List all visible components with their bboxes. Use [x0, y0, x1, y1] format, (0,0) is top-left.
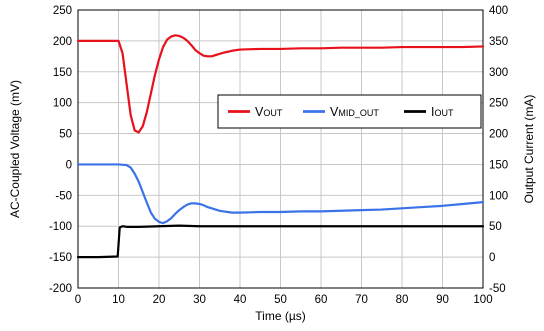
legend-label-vout: VOUT	[255, 105, 283, 119]
y-left-tick-label: -200	[49, 283, 72, 295]
y-left-tick-label: -50	[55, 190, 72, 202]
y-left-tick-label: 50	[59, 129, 72, 141]
legend: VOUT VMID_OUT IOUT	[217, 94, 482, 129]
x-tick-label: 20	[153, 294, 166, 306]
legend-box	[217, 94, 482, 129]
x-tick-label: 60	[315, 294, 328, 306]
y-left-tick-label: -100	[49, 221, 72, 233]
x-tick-label: 70	[355, 294, 368, 306]
x-tick-label: 90	[436, 294, 449, 306]
y-right-tick-label: 200	[489, 129, 508, 141]
y-right-tick-label: 350	[489, 36, 508, 48]
y-left-tick-label: -150	[49, 252, 72, 264]
y-right-tick-label: 250	[489, 98, 508, 110]
x-tick-label: 0	[75, 294, 81, 306]
y-left-tick-label: 0	[66, 159, 72, 171]
legend-label-iout: IOUT	[431, 105, 454, 119]
x-tick-label: 30	[193, 294, 206, 306]
x-tick-label: 100	[473, 294, 492, 306]
x-axis-label: Time (µs)	[255, 309, 305, 323]
y-right-tick-label: 0	[489, 252, 495, 264]
y-left-tick-label: 100	[53, 98, 72, 110]
y-right-tick-label: 300	[489, 67, 508, 79]
y-left-tick-label: 200	[53, 36, 72, 48]
series-line-vmid_out	[76, 163, 485, 225]
y-right-tick-label: 150	[489, 159, 508, 171]
x-tick-label: 10	[112, 294, 125, 306]
y-right-tick-label: -50	[489, 283, 506, 295]
x-tick-label: 40	[234, 294, 247, 306]
series-layer	[76, 34, 485, 259]
x-tick-label: 80	[396, 294, 409, 306]
x-tick-label: 50	[274, 294, 287, 306]
y-right-tick-label: 50	[489, 221, 502, 233]
grid	[78, 10, 483, 288]
series-line-iout	[76, 224, 485, 259]
y-left-tick-label: 250	[53, 5, 72, 17]
y-axis-right-label: Output Current (mA)	[522, 95, 536, 204]
y-right-tick-label: 400	[489, 5, 508, 17]
ticks-layer: 0 10 20 30 40 50 60 70 80 90 100 -200 -150 -100 -50 0 50…	[49, 5, 508, 306]
y-left-tick-label: 150	[53, 67, 72, 79]
plot-frame	[77, 9, 484, 289]
y-right-tick-label: 100	[489, 190, 508, 202]
legend-label-vmid_out: VMID_OUT	[330, 105, 379, 119]
y-axis-left-label: AC-Coupled Voltage (mV)	[8, 80, 22, 218]
series-line-vout	[76, 34, 485, 134]
